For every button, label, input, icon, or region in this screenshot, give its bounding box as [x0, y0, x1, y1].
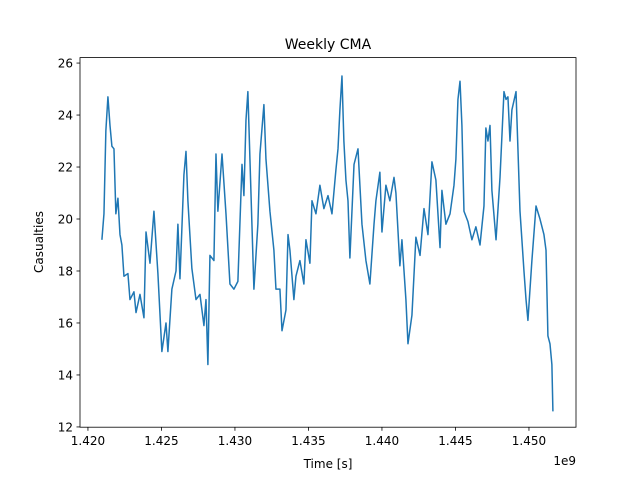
- y-tick-label: 16: [58, 316, 73, 330]
- x-tick-label: 1.425: [144, 434, 178, 448]
- y-tick-label: 12: [58, 420, 73, 434]
- plot-frame: [79, 57, 577, 428]
- x-tick-label: 1.445: [438, 434, 472, 448]
- x-tick-label: 1.440: [365, 434, 399, 448]
- y-tick-label: 24: [58, 109, 73, 123]
- x-offset-label: 1e9: [553, 454, 576, 468]
- data-line: [101, 75, 554, 412]
- y-tick-label: 20: [58, 213, 73, 227]
- x-tick-label: 1.430: [218, 434, 252, 448]
- y-tick-label: 26: [58, 57, 73, 71]
- x-tick-label: 1.435: [291, 434, 325, 448]
- y-tick-label: 22: [58, 161, 73, 175]
- y-tick-label: 14: [58, 368, 73, 382]
- x-tick-label: 1.450: [512, 434, 546, 448]
- y-axis-label: Casualties: [32, 211, 46, 273]
- x-axis-label: Time [s]: [303, 457, 353, 471]
- x-tick-label: 1.420: [71, 434, 105, 448]
- y-tick-label: 18: [58, 264, 73, 278]
- chart-title: Weekly CMA: [285, 37, 372, 53]
